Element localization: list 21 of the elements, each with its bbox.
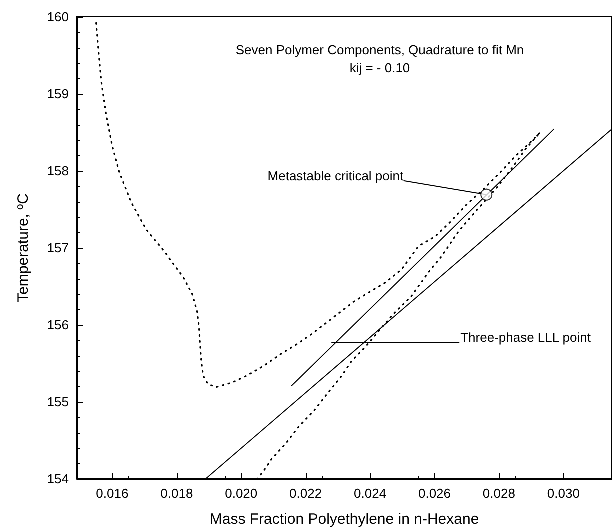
y-tick-label: 156	[47, 318, 69, 332]
y-tick-label: 160	[47, 10, 69, 24]
annotation: Metastable critical point	[268, 168, 404, 184]
y-axis-title: Temperature, ºC	[15, 193, 32, 302]
y-tick-label: 159	[47, 86, 69, 102]
x-tick-label: 0.026	[418, 486, 452, 501]
y-tick-label: 154	[47, 472, 69, 486]
annotation: kij = - 0.10	[350, 60, 410, 76]
annotation: Seven Polymer Components, Quadrature to fit Mn	[236, 42, 524, 58]
x-tick-label: 0.016	[96, 486, 129, 501]
x-tick-label: 0.020	[225, 486, 258, 501]
x-tick-label: 0.030	[547, 486, 580, 501]
annotation: Three-phase LLL point	[460, 330, 592, 346]
x-tick-label: 0.018	[160, 486, 194, 501]
x-tick-label: 0.022	[290, 486, 322, 501]
x-axis-title: Mass Fraction Polyethylene in n-Hexane	[210, 511, 480, 528]
y-tick-label: 158	[47, 164, 69, 178]
x-tick-label: 0.028	[482, 486, 516, 501]
y-tick-label: 157	[47, 240, 69, 256]
y-tick-label: 155	[47, 394, 69, 410]
x-tick-label: 0.024	[354, 486, 387, 501]
